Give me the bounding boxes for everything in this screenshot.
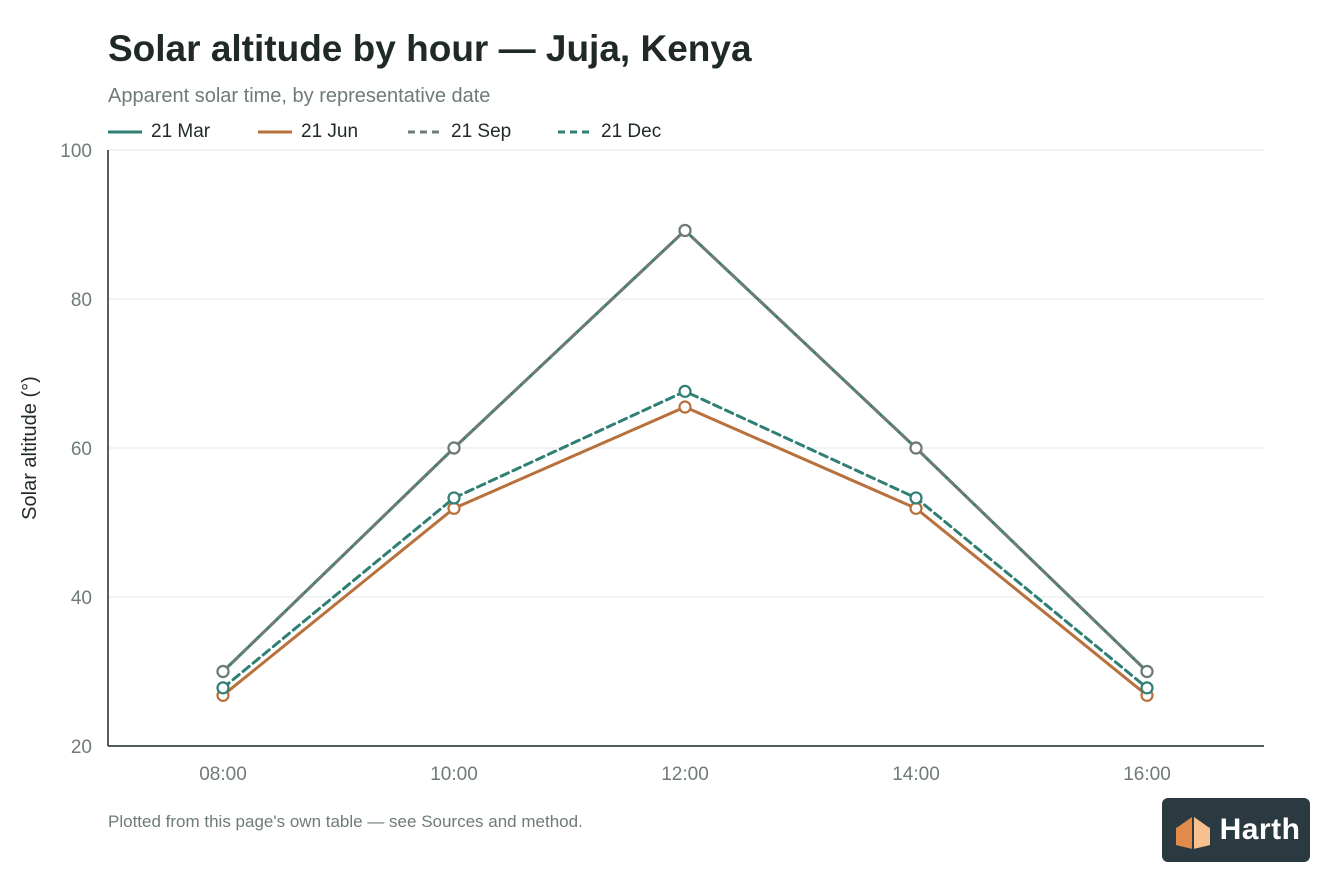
brand-logo[interactable]: Harth bbox=[1162, 798, 1310, 862]
data-point-21-sep[interactable] bbox=[447, 441, 461, 455]
footnote: Plotted from this page's own table — see… bbox=[108, 812, 583, 831]
data-point-21-sep[interactable] bbox=[1140, 664, 1154, 679]
legend: 21 Mar 21 Jun 21 Sep 21 Dec bbox=[108, 120, 708, 144]
x-tick-label: 14:00 bbox=[892, 764, 940, 785]
data-point-21-dec[interactable] bbox=[678, 384, 692, 398]
data-point-21-dec[interactable] bbox=[447, 491, 461, 505]
data-point-21-sep[interactable] bbox=[678, 223, 692, 238]
x-tick-label: 12:00 bbox=[661, 764, 709, 785]
data-point-21-sep[interactable] bbox=[909, 441, 923, 455]
y-tick-labels: 20 40 60 80 100 bbox=[60, 141, 92, 758]
series-line-21-jun[interactable] bbox=[221, 405, 1149, 697]
legend-item-21-jun[interactable]: 21 Jun bbox=[258, 121, 408, 143]
series-line-21-dec[interactable] bbox=[221, 389, 1149, 690]
data-point-21-dec[interactable] bbox=[909, 491, 923, 505]
data-point-21-sep[interactable] bbox=[216, 664, 230, 679]
legend-item-21-dec[interactable]: 21 Dec bbox=[558, 121, 708, 143]
y-axis-label: Solar altitude (°) bbox=[19, 376, 41, 520]
legend-item-21-sep[interactable]: 21 Sep bbox=[408, 121, 558, 143]
legend-label-21-dec: 21 Dec bbox=[601, 121, 662, 142]
x-tick-labels: 08:00 10:00 12:00 14:00 16:00 bbox=[199, 764, 1171, 785]
data-point-21-dec[interactable] bbox=[1140, 681, 1154, 695]
legend-item-21-mar[interactable]: 21 Mar bbox=[108, 121, 258, 143]
house-cube-icon bbox=[1175, 813, 1211, 849]
series-line-21-mar[interactable] bbox=[221, 228, 1149, 673]
y-tick-label: 40 bbox=[71, 588, 92, 609]
series-line-21-sep[interactable] bbox=[221, 228, 1149, 673]
x-tick-label: 08:00 bbox=[199, 764, 247, 785]
chart-subtitle: Apparent solar time, by representative d… bbox=[108, 85, 491, 107]
legend-label-21-mar: 21 Mar bbox=[151, 121, 211, 142]
y-tick-label: 60 bbox=[71, 439, 92, 460]
y-tick-label: 80 bbox=[71, 290, 92, 311]
axes bbox=[107, 150, 1264, 747]
brand-name: Harth bbox=[1219, 813, 1301, 846]
y-tick-label: 100 bbox=[60, 141, 92, 162]
legend-swatch-21-jun bbox=[258, 130, 292, 134]
legend-label-21-sep: 21 Sep bbox=[451, 121, 512, 142]
legend-swatch-21-mar bbox=[108, 130, 142, 134]
legend-swatch-21-sep bbox=[408, 130, 442, 134]
chart-title: Solar altitude by hour — Juja, Kenya bbox=[108, 28, 752, 69]
gridlines bbox=[108, 149, 1264, 598]
x-tick-label: 10:00 bbox=[430, 764, 478, 785]
legend-swatch-21-dec bbox=[558, 130, 592, 134]
series-lines bbox=[221, 228, 1149, 697]
y-tick-label: 20 bbox=[71, 737, 92, 758]
legend-label-21-jun: 21 Jun bbox=[301, 121, 359, 142]
series-points bbox=[216, 223, 1154, 702]
x-tick-label: 16:00 bbox=[1123, 764, 1171, 785]
data-point-21-jun[interactable] bbox=[678, 400, 692, 414]
data-point-21-dec[interactable] bbox=[216, 681, 230, 695]
